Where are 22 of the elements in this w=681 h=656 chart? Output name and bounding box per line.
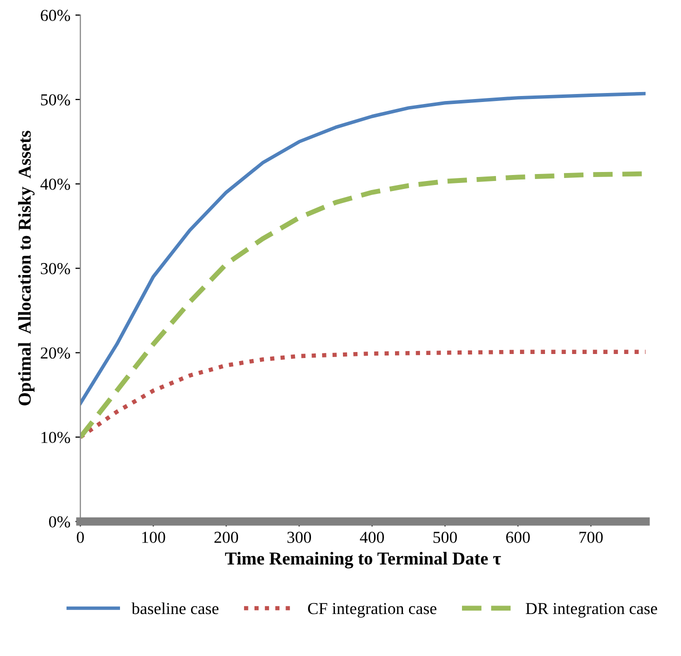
legend-label: DR integration case: [526, 602, 658, 618]
x-tick-label: 400: [360, 532, 384, 543]
y-tick-label: 60%: [40, 10, 70, 22]
x-tick-label: 700: [579, 532, 603, 543]
x-tick-label: 300: [287, 532, 312, 543]
x-tick-label: 0: [76, 532, 84, 543]
y-tick-label: 30%: [40, 263, 70, 274]
y-tick-label: 10%: [42, 432, 70, 444]
line-series: [80, 350, 646, 440]
x-tick-label: 100: [142, 532, 166, 543]
x-tick-label: 200: [214, 532, 238, 543]
y-axis-title: Optimal Allocation to Risky Assets: [18, 130, 35, 406]
x-tick-label: 500: [433, 532, 457, 543]
line-series: [80, 92, 646, 406]
legend-label: CF integration case: [308, 602, 436, 618]
legend-label: baseline case: [132, 602, 218, 614]
x-tick-label: 600: [506, 532, 530, 543]
y-tick-label: 20%: [40, 347, 70, 359]
y-tick-label: 40%: [40, 178, 70, 190]
x-axis-title: Time Remaining to Terminal Date τ: [225, 552, 501, 568]
y-tick-label: 0%: [49, 516, 70, 528]
y-tick-label: 50%: [41, 94, 70, 106]
